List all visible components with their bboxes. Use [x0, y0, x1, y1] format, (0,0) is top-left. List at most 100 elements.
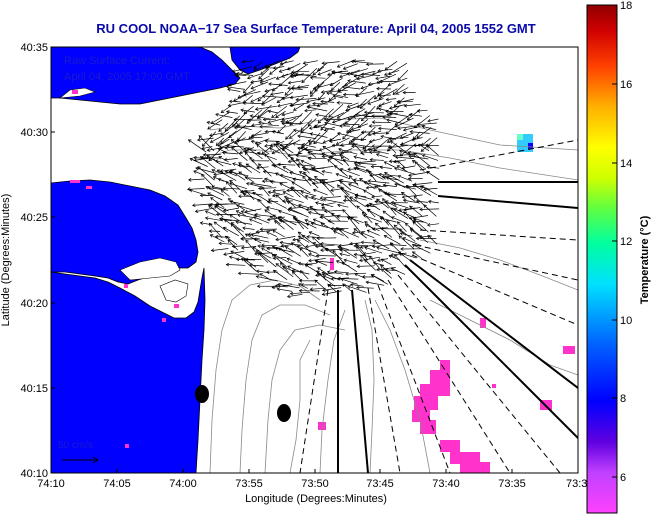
current-vector: [378, 128, 397, 130]
current-vector-head: [363, 110, 368, 115]
current-vector: [363, 145, 383, 152]
current-vector: [300, 119, 313, 131]
current-vector-head: [289, 291, 294, 296]
current-vector: [265, 130, 277, 133]
current-vector-head: [342, 122, 346, 126]
current-vector-head: [261, 247, 265, 251]
current-vector: [259, 124, 280, 128]
current-vector: [399, 143, 416, 157]
current-vector: [311, 167, 325, 176]
current-vector-head: [267, 198, 272, 202]
current-vector: [238, 162, 253, 173]
current-vector: [371, 274, 388, 285]
current-vector-head: [314, 259, 319, 264]
current-vector: [275, 247, 294, 253]
current-vector: [291, 157, 300, 169]
current-vector-head: [328, 139, 333, 143]
current-vector-head: [387, 82, 392, 87]
current-vector-head: [231, 146, 235, 151]
current-vector: [244, 150, 262, 155]
current-vector-head: [250, 99, 254, 103]
current-vector-head: [315, 113, 319, 117]
current-vector-head: [331, 70, 335, 74]
current-vector: [343, 200, 358, 202]
current-vector-head: [292, 73, 297, 78]
current-vector: [260, 64, 273, 75]
current-vector-head: [365, 203, 369, 208]
current-vector: [223, 207, 239, 212]
current-vector-head: [235, 124, 239, 129]
current-vector-head: [237, 271, 242, 276]
current-vector-head: [227, 198, 232, 202]
current-vector: [225, 236, 238, 246]
current-vector-head: [368, 124, 372, 128]
current-vector: [316, 255, 336, 257]
current-vector-head: [339, 167, 344, 172]
current-vector: [189, 189, 209, 197]
current-vector-head: [287, 86, 291, 90]
current-vector-head: [331, 212, 335, 217]
current-vector-head: [193, 170, 197, 174]
current-vector-head: [397, 126, 401, 130]
current-vector-head: [351, 230, 356, 235]
current-vector-head: [229, 200, 234, 204]
current-vector-head: [413, 218, 417, 222]
current-vector: [330, 78, 343, 86]
current-vector-head: [303, 171, 307, 175]
current-vector-head: [312, 242, 316, 246]
current-vector-head: [280, 243, 285, 248]
current-vector: [413, 218, 429, 233]
current-vector-head: [254, 212, 258, 217]
current-vector: [256, 144, 270, 155]
current-vector-head: [312, 188, 317, 193]
current-vector-head: [279, 61, 284, 66]
current-vector-head: [201, 143, 206, 147]
current-vector: [327, 271, 344, 275]
current-vector-head: [351, 137, 356, 142]
current-vector-head: [275, 141, 280, 145]
current-vector: [385, 200, 398, 208]
current-vector: [349, 242, 361, 245]
current-vector: [290, 291, 310, 295]
current-vector: [397, 98, 414, 104]
current-vector-head: [299, 270, 304, 274]
current-vector-head: [286, 67, 291, 71]
current-vector: [230, 223, 246, 239]
current-vector: [401, 165, 416, 169]
current-vector-head: [259, 227, 263, 232]
current-vector-head: [299, 247, 304, 252]
current-vector: [337, 204, 349, 208]
current-vector: [295, 98, 317, 101]
current-vector-head: [347, 216, 352, 221]
current-vector: [361, 105, 376, 121]
current-vector: [419, 208, 440, 210]
current-vector: [260, 75, 270, 82]
current-vector: [419, 235, 432, 238]
current-vector: [275, 172, 295, 183]
y-tick-label: 40:20: [20, 298, 48, 310]
current-vector-head: [384, 200, 389, 204]
current-vector-head: [427, 118, 431, 123]
current-vector: [308, 211, 325, 216]
current-vector-head: [339, 74, 343, 79]
current-vector: [389, 145, 397, 154]
current-vector-head: [322, 140, 327, 144]
current-vector: [215, 236, 231, 238]
y-axis: 40:35 40:30 40:25 40:20 40:15 40:10 Lati…: [0, 42, 55, 480]
current-vector: [412, 131, 421, 140]
current-vector: [395, 156, 415, 159]
current-vector-head: [321, 206, 326, 210]
current-vector-head: [390, 267, 395, 271]
current-vector: [226, 111, 238, 114]
current-vector-head: [290, 187, 294, 191]
current-vector-head: [272, 214, 277, 218]
current-vector-head: [287, 159, 292, 164]
current-vector-head: [201, 146, 206, 150]
current-vector: [250, 81, 269, 89]
current-vector-head: [413, 195, 418, 200]
current-vector-head: [367, 171, 372, 175]
current-vector-head: [412, 143, 417, 148]
current-vector-head: [374, 185, 378, 189]
current-vector-head: [256, 165, 260, 170]
current-vector: [342, 283, 352, 292]
